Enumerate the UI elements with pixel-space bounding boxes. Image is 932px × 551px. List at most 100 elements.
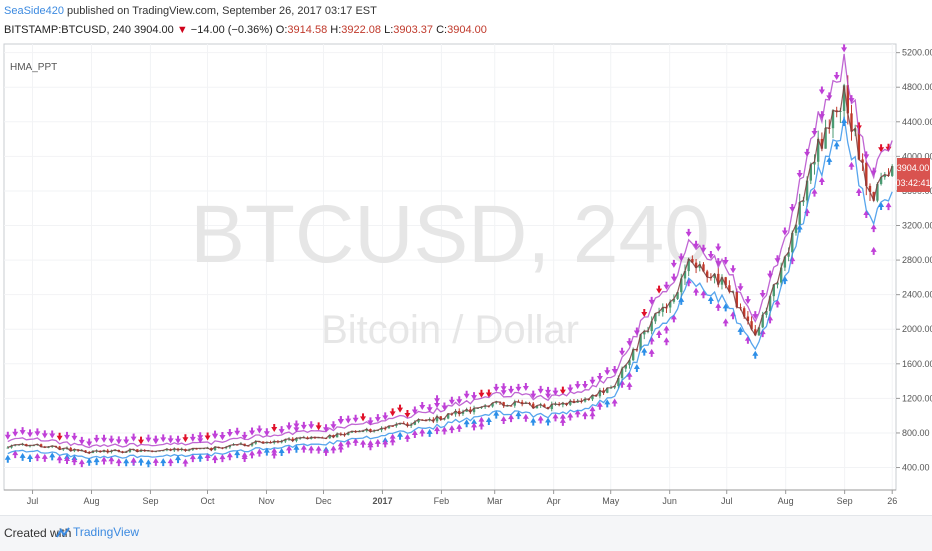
arrow-up-marker	[589, 406, 596, 415]
arrow-up-marker	[441, 426, 448, 435]
arrow-down-marker	[537, 385, 544, 394]
candle-body	[791, 232, 794, 253]
x-tick-label: Aug	[778, 496, 794, 506]
arrow-up-marker	[434, 426, 441, 435]
candle-body	[165, 449, 169, 451]
arrow-up-marker	[182, 458, 189, 467]
arrow-down-marker	[833, 72, 840, 81]
arrow-up-marker	[493, 410, 500, 419]
arrow-up-marker	[804, 208, 811, 217]
arrow-up-marker	[833, 141, 840, 150]
candle-body	[676, 292, 679, 299]
candle-body	[210, 447, 213, 451]
candle-body	[472, 408, 476, 413]
arrow-up-marker	[138, 457, 145, 466]
arrow-up-marker	[4, 454, 11, 463]
arrow-down-marker	[152, 435, 159, 444]
hma-upper-line	[7, 53, 893, 449]
arrow-up-marker	[722, 303, 729, 312]
x-tick-label: Apr	[547, 496, 561, 506]
arrow-up-marker	[197, 453, 204, 462]
candle-body	[639, 334, 642, 350]
tradingview-brand-link[interactable]: TradingView	[56, 525, 139, 539]
candle-body	[469, 409, 472, 413]
arrow-up-marker	[145, 459, 152, 468]
y-tick-label: 2000.00	[902, 324, 932, 334]
candle-body	[102, 450, 106, 453]
arrow-up-marker	[330, 445, 337, 454]
arrow-down-marker	[670, 259, 677, 268]
arrow-up-marker	[212, 455, 219, 464]
x-tick-label: Jul	[721, 496, 733, 506]
arrow-up-marker	[27, 454, 34, 463]
candle-body	[99, 450, 102, 453]
candle-body	[620, 368, 624, 378]
arrow-down-marker	[4, 431, 11, 440]
arrow-down-marker	[12, 428, 19, 437]
arrow-down-marker	[308, 421, 315, 430]
arrow-down-marker	[434, 395, 441, 404]
arrow-up-marker	[226, 452, 233, 461]
candle-body	[561, 402, 565, 405]
x-tick-label: Oct	[200, 496, 215, 506]
arrow-down-marker	[167, 435, 174, 444]
candle-body	[184, 449, 187, 451]
price-axis[interactable]: 400.00 800.00 1200.00 1600.00 2000.00 2400.00…	[896, 48, 932, 473]
arrow-up-marker	[670, 314, 677, 323]
symbol-info-bar: BITSTAMP:BTCUSD, 240 3904.00 ▼ −14.00 (−…	[4, 24, 487, 36]
candle-body	[69, 447, 72, 452]
watermark-title: BTCUSD, 240	[190, 189, 710, 280]
arrow-up-marker	[323, 447, 330, 456]
arrow-up-marker	[175, 455, 182, 464]
arrow-up-marker	[789, 256, 796, 265]
time-axis[interactable]: Jul Aug Sep Oct Nov Dec 2017 Feb Mar Apr May Jun Jul…	[4, 489, 897, 506]
arrow-down-marker	[101, 434, 108, 443]
arrow-down-marker	[212, 430, 219, 439]
arrow-down-marker	[71, 432, 78, 441]
price-change: −14.00 (−0.36%)	[190, 24, 273, 36]
candle-body	[176, 448, 180, 451]
candle-body	[295, 438, 298, 441]
arrow-down-marker	[722, 257, 729, 266]
arrow-up-marker	[360, 439, 367, 448]
arrow-up-marker	[463, 419, 470, 428]
arrow-up-marker	[826, 156, 833, 165]
arrow-down-marker	[411, 406, 418, 415]
candle-body	[598, 390, 602, 397]
price-chart[interactable]: BTCUSD, 240 Bitcoin / Dollar HMA_PPT 400…	[0, 0, 932, 515]
arrow-down-marker	[707, 250, 714, 259]
arrow-up-marker	[300, 444, 307, 453]
candle-body	[842, 85, 846, 112]
candle-body	[454, 410, 457, 415]
arrow-up-marker	[426, 428, 433, 437]
arrow-down-marker	[145, 434, 152, 443]
arrow-down-marker	[404, 410, 411, 419]
y-tick-label: 800.00	[902, 428, 930, 438]
author-link[interactable]: SeaSide420	[4, 5, 64, 17]
arrow-up-marker	[12, 450, 19, 459]
arrow-down-marker	[855, 122, 862, 131]
arrow-up-marker	[219, 454, 226, 463]
arrow-down-marker	[330, 421, 337, 430]
arrow-down-marker	[249, 427, 256, 436]
candle-body	[865, 162, 868, 186]
candle-body	[724, 277, 727, 286]
candle-body	[650, 321, 653, 332]
arrow-up-marker	[870, 246, 877, 255]
arrow-down-marker	[515, 383, 522, 392]
arrow-down-marker	[789, 204, 796, 213]
y-tick-label: 4400.00	[902, 117, 932, 127]
x-tick-label: Sep	[142, 496, 158, 506]
candle-body	[583, 399, 587, 402]
close-value: 3904.00	[447, 24, 487, 36]
arrow-down-marker	[648, 296, 655, 305]
candle-body	[380, 428, 383, 431]
arrow-down-marker	[367, 417, 374, 426]
arrow-up-marker	[249, 450, 256, 459]
arrow-up-marker	[648, 348, 655, 357]
candle-body	[335, 433, 339, 438]
arrow-up-marker	[160, 458, 167, 467]
arrow-up-marker	[397, 431, 404, 440]
hma-lower-line	[7, 116, 893, 460]
arrow-up-marker	[767, 315, 774, 324]
